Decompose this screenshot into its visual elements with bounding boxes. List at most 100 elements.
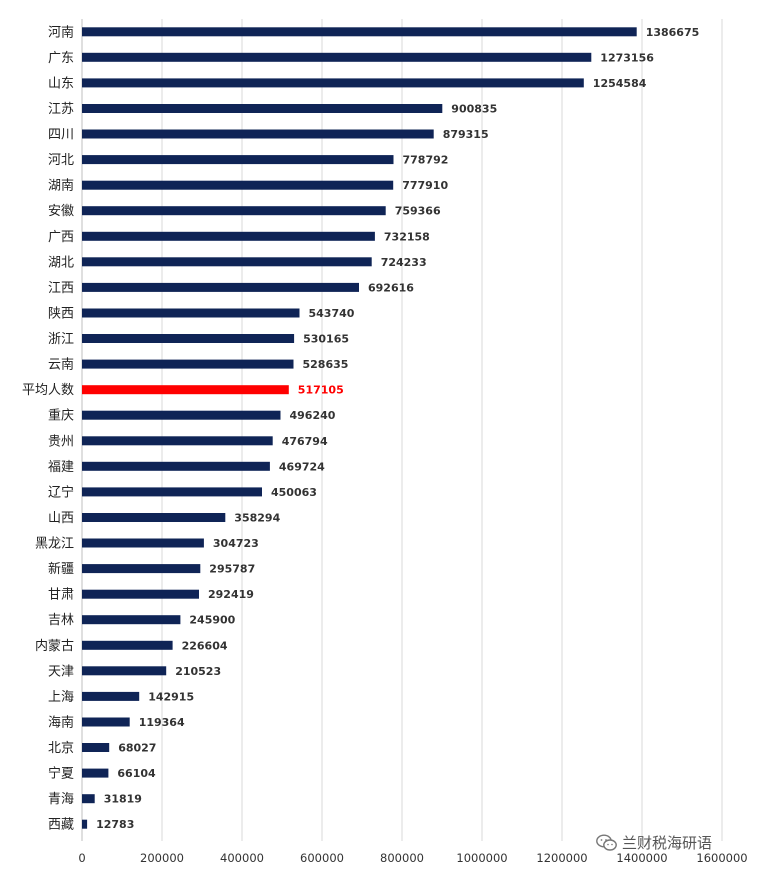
category-label: 江苏: [48, 101, 74, 117]
bar: [82, 564, 201, 574]
data-label: 66104: [117, 767, 156, 780]
data-label: 469724: [279, 460, 325, 473]
bar: [82, 206, 386, 216]
bar: [82, 589, 199, 599]
data-label: 496240: [290, 409, 336, 422]
bar: [82, 513, 226, 522]
data-label: 1273156: [600, 51, 654, 64]
data-label: 759366: [395, 205, 441, 218]
bar: [82, 436, 273, 446]
bar: [82, 819, 88, 829]
category-label: 西藏: [48, 818, 74, 833]
data-label: 119364: [139, 716, 185, 729]
bar: [82, 78, 584, 88]
data-label: 1254584: [593, 77, 647, 90]
data-label: 517105: [298, 384, 344, 397]
category-label: 北京: [48, 741, 74, 756]
category-label: 山东: [48, 76, 74, 91]
data-label: 12783: [96, 818, 134, 831]
data-label: 304723: [213, 537, 259, 550]
bar: [82, 231, 375, 241]
bar: [82, 717, 130, 727]
watermark: 兰财税海研语: [596, 832, 712, 853]
category-label: 河南: [48, 24, 74, 40]
data-label: 245900: [189, 614, 235, 627]
category-label: 广东: [48, 51, 74, 66]
category-label: 浙江: [48, 332, 74, 347]
category-label: 四川: [48, 128, 74, 143]
category-label: 江西: [48, 281, 74, 296]
data-label: 724233: [381, 256, 427, 269]
category-label: 青海: [48, 792, 74, 807]
bar: [82, 691, 140, 701]
labels: 河南 1386675 广东 1273156 山东 1254584 江苏 900835 四川 879…: [22, 24, 699, 832]
bar: [82, 615, 181, 625]
data-label: 210523: [175, 665, 221, 678]
bar: [82, 334, 295, 343]
data-label: 31819: [104, 793, 142, 806]
data-label: 68027: [118, 742, 156, 755]
watermark-text: 兰财税海研语: [622, 834, 713, 852]
category-label: 河北: [48, 153, 74, 168]
category-label: 吉林: [48, 613, 74, 628]
bar: [82, 461, 270, 471]
data-label: 778792: [403, 154, 449, 167]
bar: [82, 640, 173, 650]
data-label: 450063: [271, 486, 317, 499]
x-tick-label: 600000: [300, 851, 344, 865]
x-tick-label: 0: [78, 851, 85, 865]
category-label: 宁夏: [48, 766, 74, 782]
category-label: 陕西: [48, 307, 74, 322]
category-label: 广西: [48, 230, 74, 245]
bar: [82, 257, 372, 267]
category-label: 贵州: [48, 434, 74, 449]
bar: [82, 282, 359, 292]
bar: [82, 129, 434, 139]
category-label: 甘肃: [48, 588, 74, 603]
data-label: 543740: [309, 307, 355, 320]
category-label: 新疆: [48, 561, 74, 577]
bar: [82, 743, 110, 752]
data-label: 1386675: [646, 26, 700, 39]
category-label: 安徽: [48, 204, 74, 219]
wechat-icon: [596, 833, 617, 851]
bar: [82, 52, 592, 62]
data-label: 879315: [443, 128, 489, 141]
data-label: 226604: [182, 639, 228, 652]
category-label: 湖北: [48, 255, 74, 270]
category-label: 上海: [48, 690, 74, 705]
bar-average: [82, 385, 289, 395]
category-label: 福建: [48, 460, 74, 475]
data-label: 530165: [303, 333, 349, 346]
bars: [82, 27, 637, 829]
category-label: 山西: [48, 511, 74, 526]
bar: [82, 27, 637, 37]
x-tick-label: 400000: [220, 851, 264, 865]
x-tick-label: 200000: [140, 851, 184, 865]
category-label: 天津: [48, 664, 74, 679]
data-label: 732158: [384, 230, 430, 243]
x-tick-label: 1600000: [696, 851, 747, 865]
data-label: 777910: [402, 179, 448, 192]
category-label: 湖南: [48, 178, 74, 194]
x-tick-label: 1200000: [536, 851, 587, 865]
category-label: 云南: [48, 357, 74, 373]
bar: [82, 155, 394, 165]
data-label: 142915: [148, 690, 194, 703]
x-tick-label: 800000: [380, 851, 424, 865]
bar: [82, 666, 167, 676]
category-label: 平均人数: [22, 383, 74, 398]
bar: [82, 794, 95, 804]
bar: [82, 359, 294, 369]
category-label: 内蒙古: [35, 638, 74, 654]
data-label: 900835: [451, 103, 497, 116]
bar: [82, 487, 262, 497]
category-label: 辽宁: [48, 484, 74, 500]
bar: [82, 768, 109, 778]
bar: [82, 308, 300, 318]
data-label: 692616: [368, 281, 414, 294]
bar: [82, 410, 281, 420]
data-label: 292419: [208, 588, 254, 601]
data-label: 295787: [209, 563, 255, 576]
